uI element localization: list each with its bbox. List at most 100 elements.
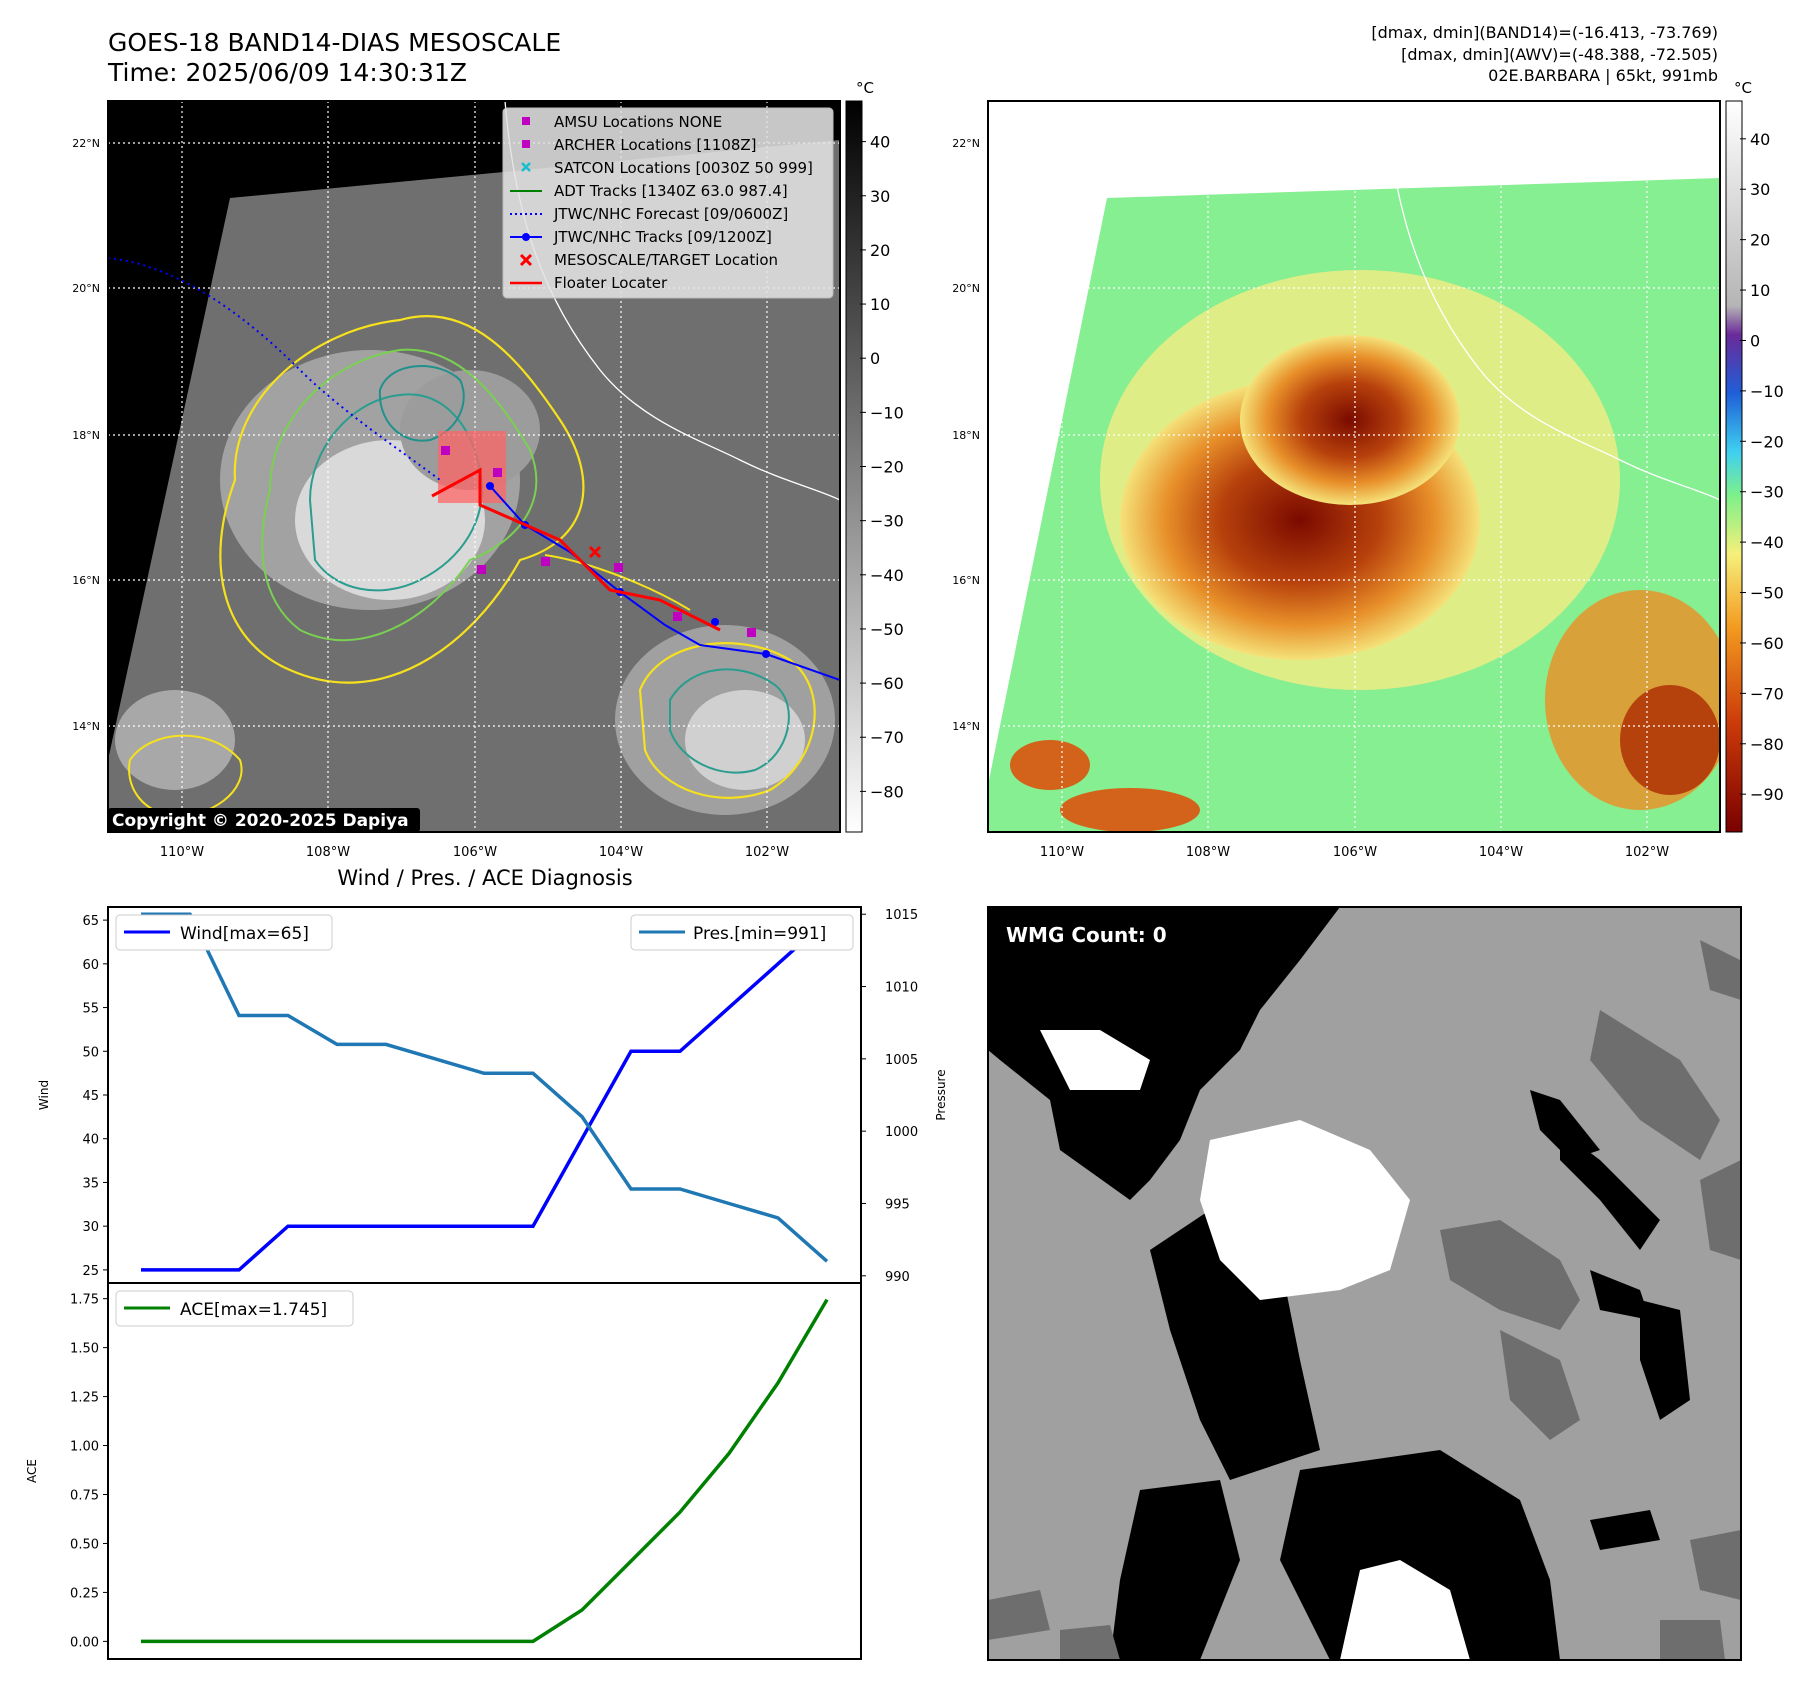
colorbar-awv-tick-10: −60 xyxy=(1750,634,1784,653)
wind-tick-30: 30 xyxy=(82,1220,99,1235)
legend-archer: ARCHER Locations [1108Z] xyxy=(554,136,757,154)
info-storm: 02E.BARBARA | 65kt, 991mb xyxy=(1488,66,1718,85)
map-b-lat-16: 16°N xyxy=(952,574,980,587)
colorbar-awv-tick-0: 40 xyxy=(1750,130,1770,149)
map-a-lat-16: 16°N xyxy=(72,574,100,587)
map-b-lat-14: 14°N xyxy=(952,720,980,733)
ace-axis-label: ACE xyxy=(25,1459,39,1483)
colorbar-ir-tick-1: 30 xyxy=(870,187,890,206)
pressure-tick-1000: 1000 xyxy=(885,1125,918,1140)
pressure-tick-995: 995 xyxy=(885,1197,910,1212)
ace-tick-1.75: 1.75 xyxy=(70,1293,99,1308)
colorbar-ir-unit: °C xyxy=(856,79,874,97)
wind-legend: Wind[max=65] xyxy=(115,914,333,951)
colorbar-awv-tick-9: −50 xyxy=(1750,584,1784,603)
pressure-tick-1010: 1010 xyxy=(885,981,918,996)
legend-marker-satcon xyxy=(521,162,531,172)
info-awv: [dmax, dmin](AWV)=(-48.388, -72.505) xyxy=(1401,45,1718,64)
legend-marker-target xyxy=(519,253,533,267)
legend-satcon: SATCON Locations [0030Z 50 999] xyxy=(554,159,813,177)
map-b-lon-102: 102°W xyxy=(1625,845,1669,860)
map-b-lat-22: 22°N xyxy=(952,137,980,150)
figure-time: Time: 2025/06/09 14:30:31Z xyxy=(107,58,467,87)
figure-title: GOES-18 BAND14-DIAS MESOSCALE xyxy=(108,28,561,57)
awv-map: 22°N 20°N 18°N 16°N 14°N 110°W 108°W 106… xyxy=(952,79,1784,860)
ace-tick-0.25: 0.25 xyxy=(70,1586,99,1601)
map-b-lon-110: 110°W xyxy=(1040,845,1084,860)
map-b-lon-108: 108°W xyxy=(1186,845,1230,860)
map-b-lat-18: 18°N xyxy=(952,429,980,442)
colorbar-ir-tick-2: 20 xyxy=(870,241,890,260)
colorbar-ir: °C 40 30 20 10 0 −10 −20 −30 −40 −50 −60 −70 −80 xyxy=(845,79,904,833)
copyright-label: Copyright © 2020-2025 Dapiya xyxy=(112,811,409,831)
pressure-legend-label: Pres.[min=991] xyxy=(693,924,826,944)
pressure-tick-1005: 1005 xyxy=(885,1053,918,1068)
diagnosis-chart: Wind / Pres. / ACE Diagnosis Wind Pressu… xyxy=(25,866,948,1660)
diagnosis-title: Wind / Pres. / ACE Diagnosis xyxy=(337,866,632,890)
ace-tick-1.25: 1.25 xyxy=(70,1391,99,1406)
colorbar-awv: °C 40 30 20 10 0 −10 −20 −30 −40 −50 −60 −70 −80 −90 xyxy=(1725,79,1784,833)
legend-marker-amsu xyxy=(522,117,530,125)
wind-legend-label: Wind[max=65] xyxy=(180,924,309,944)
colorbar-ir-tick-3: 10 xyxy=(870,295,890,314)
legend-tracks: JTWC/NHC Tracks [09/1200Z] xyxy=(553,228,772,246)
map-a-lat-22: 22°N xyxy=(72,137,100,150)
wmg-count-label: WMG Count: 0 xyxy=(1006,923,1167,947)
map-a-lon-102: 102°W xyxy=(745,845,789,860)
wind-tick-60: 60 xyxy=(82,958,99,973)
wind-tick-40: 40 xyxy=(82,1133,99,1148)
colorbar-ir-tick-10: −60 xyxy=(870,674,904,693)
ace-legend: ACE[max=1.745] xyxy=(115,1290,354,1327)
wind-tick-25: 25 xyxy=(82,1264,99,1279)
legend-amsu: AMSU Locations NONE xyxy=(554,113,722,131)
map-b-lon-106: 106°W xyxy=(1333,845,1377,860)
wind-tick-45: 45 xyxy=(82,1089,99,1104)
colorbar-awv-tick-13: −90 xyxy=(1750,785,1784,804)
colorbar-ir-tick-5: −10 xyxy=(870,403,904,422)
ace-tick-1.00: 1.00 xyxy=(70,1440,99,1455)
colorbar-awv-tick-2: 20 xyxy=(1750,231,1770,250)
ace-series-line xyxy=(141,1298,829,1644)
wind-tick-35: 35 xyxy=(82,1176,99,1191)
colorbar-ir-tick-8: −40 xyxy=(870,566,904,585)
ace-tick-0.50: 0.50 xyxy=(70,1537,99,1552)
colorbar-ir-tick-9: −50 xyxy=(870,620,904,639)
colorbar-awv-tick-3: 10 xyxy=(1750,281,1770,300)
wind-tick-55: 55 xyxy=(82,1002,99,1017)
pressure-axis-label: Pressure xyxy=(934,1069,948,1120)
wind-axis-label: Wind xyxy=(37,1080,51,1110)
colorbar-awv-tick-7: −30 xyxy=(1750,483,1784,502)
map-a-lon-108: 108°W xyxy=(306,845,350,860)
colorbar-ir-tick-12: −80 xyxy=(870,782,904,801)
ace-tick-0.75: 0.75 xyxy=(70,1489,99,1504)
map-a-lat-18: 18°N xyxy=(72,429,100,442)
map-a-lat-20: 20°N xyxy=(72,282,100,295)
wind-tick-50: 50 xyxy=(82,1045,99,1060)
colorbar-awv-tick-5: −10 xyxy=(1750,382,1784,401)
map-legend: AMSU Locations NONE ARCHER Locations [11… xyxy=(502,107,834,299)
ace-tick-1.50: 1.50 xyxy=(70,1342,99,1357)
pressure-series-line xyxy=(141,912,829,1263)
colorbar-awv-tick-6: −20 xyxy=(1750,432,1784,451)
ace-legend-label: ACE[max=1.745] xyxy=(180,1300,327,1320)
pressure-tick-1015: 1015 xyxy=(885,908,918,923)
map-a-lat-14: 14°N xyxy=(72,720,100,733)
map-b-lon-104: 104°W xyxy=(1479,845,1523,860)
legend-marker-archer xyxy=(522,140,530,148)
map-b-lat-20: 20°N xyxy=(952,282,980,295)
ace-axes xyxy=(107,1282,862,1660)
legend-floater: Floater Locater xyxy=(554,274,668,292)
colorbar-awv-unit: °C xyxy=(1734,79,1752,97)
legend-target: MESOSCALE/TARGET Location xyxy=(554,251,778,269)
wmg-panel: WMG Count: 0 xyxy=(987,906,1742,1661)
map-a-lon-110: 110°W xyxy=(160,845,204,860)
legend-forecast: JTWC/NHC Forecast [09/0600Z] xyxy=(553,205,788,223)
legend-adt: ADT Tracks [1340Z 63.0 987.4] xyxy=(554,182,788,200)
colorbar-awv-tick-12: −80 xyxy=(1750,735,1784,754)
colorbar-ir-tick-11: −70 xyxy=(870,728,904,747)
map-a-lon-106: 106°W xyxy=(453,845,497,860)
info-band14: [dmax, dmin](BAND14)=(-16.413, -73.769) xyxy=(1371,23,1718,42)
colorbar-awv-tick-11: −70 xyxy=(1750,684,1784,703)
colorbar-ir-tick-0: 40 xyxy=(870,133,890,152)
